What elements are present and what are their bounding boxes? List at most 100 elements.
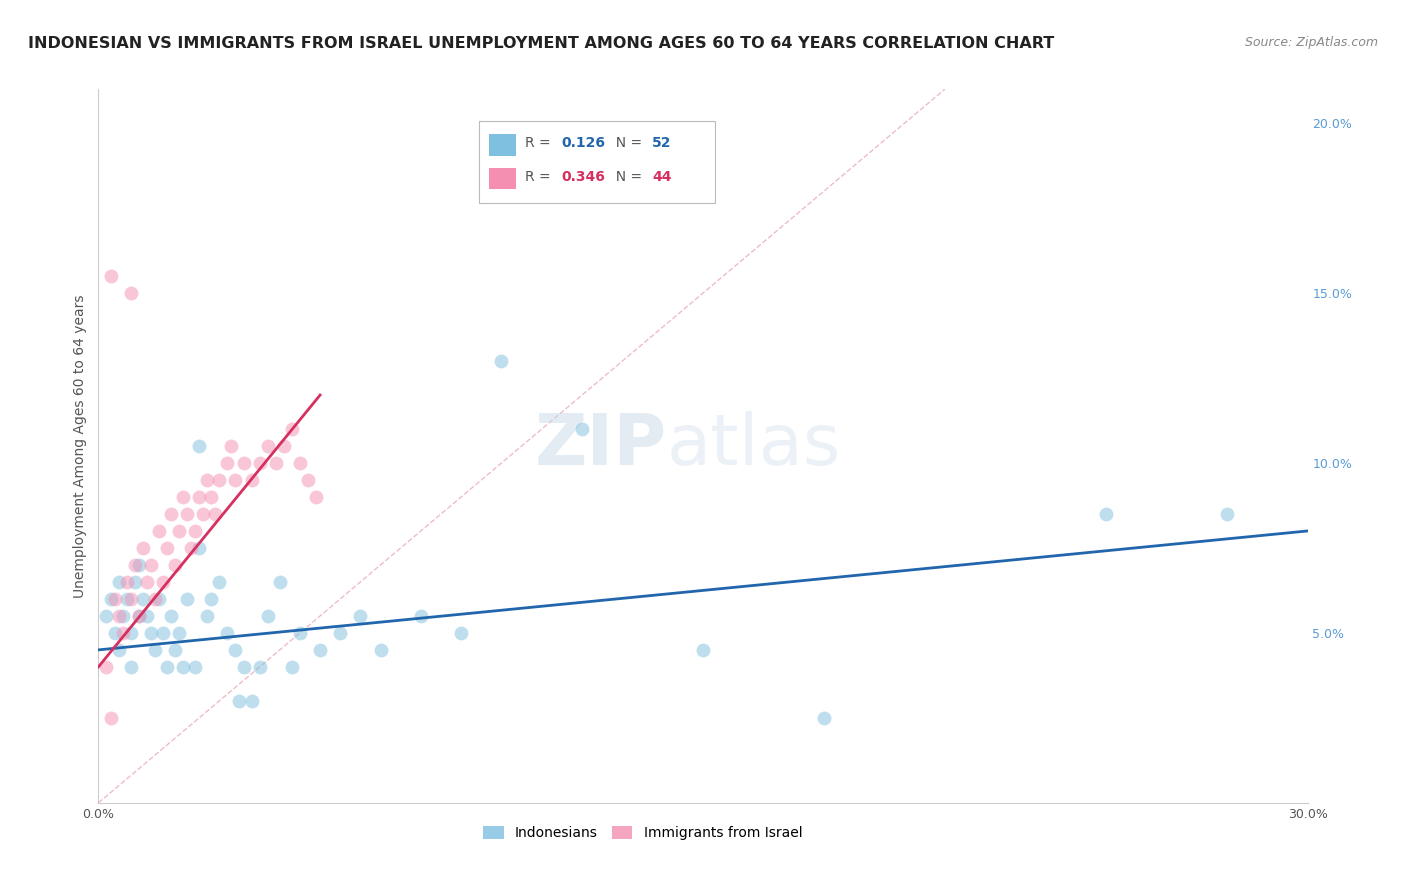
Point — [100, 711, 122, 725]
Point — [135, 574, 157, 589]
Point — [184, 660, 207, 674]
Point — [115, 591, 138, 606]
Point — [200, 591, 222, 606]
Point — [204, 507, 226, 521]
Point — [128, 608, 150, 623]
Point — [269, 574, 291, 589]
Point — [571, 422, 593, 436]
Point — [111, 608, 134, 623]
Point — [148, 524, 170, 538]
FancyBboxPatch shape — [489, 134, 516, 155]
Point — [120, 626, 142, 640]
Point — [1095, 507, 1118, 521]
Point — [217, 456, 239, 470]
Point — [256, 439, 278, 453]
Point — [249, 456, 271, 470]
Point — [195, 473, 218, 487]
Text: 52: 52 — [652, 136, 672, 150]
Point — [124, 574, 146, 589]
Point — [160, 608, 183, 623]
Point — [188, 541, 211, 555]
Point — [152, 574, 174, 589]
Point — [1216, 507, 1239, 521]
Point — [309, 643, 332, 657]
Point — [281, 660, 304, 674]
Point — [120, 660, 142, 674]
Point — [409, 608, 432, 623]
Point — [100, 269, 122, 284]
Point — [124, 558, 146, 572]
Y-axis label: Unemployment Among Ages 60 to 64 years: Unemployment Among Ages 60 to 64 years — [73, 294, 87, 598]
Point — [193, 507, 215, 521]
Point — [148, 591, 170, 606]
Point — [297, 473, 319, 487]
Point — [200, 490, 222, 504]
Point — [249, 660, 271, 674]
Point — [208, 473, 231, 487]
Point — [115, 574, 138, 589]
Point — [167, 524, 190, 538]
Point — [156, 660, 179, 674]
Text: ZIP: ZIP — [534, 411, 666, 481]
FancyBboxPatch shape — [489, 168, 516, 189]
Point — [167, 626, 190, 640]
Point — [692, 643, 714, 657]
Point — [96, 608, 118, 623]
Point — [224, 473, 246, 487]
Point — [305, 490, 328, 504]
Text: INDONESIAN VS IMMIGRANTS FROM ISRAEL UNEMPLOYMENT AMONG AGES 60 TO 64 YEARS CORR: INDONESIAN VS IMMIGRANTS FROM ISRAEL UNE… — [28, 36, 1054, 51]
Point — [163, 558, 186, 572]
Point — [128, 608, 150, 623]
Point — [163, 643, 186, 657]
Text: 0.126: 0.126 — [561, 136, 606, 150]
Point — [128, 558, 150, 572]
Point — [143, 643, 166, 657]
Text: 0.346: 0.346 — [561, 170, 606, 184]
Point — [264, 456, 287, 470]
Point — [184, 524, 207, 538]
Text: 44: 44 — [652, 170, 672, 184]
Point — [107, 643, 129, 657]
Point — [240, 694, 263, 708]
Point — [288, 456, 311, 470]
Point — [103, 626, 125, 640]
Point — [139, 558, 162, 572]
Text: N =: N = — [607, 170, 647, 184]
Point — [232, 660, 254, 674]
Point — [152, 626, 174, 640]
Point — [228, 694, 250, 708]
Point — [188, 439, 211, 453]
FancyBboxPatch shape — [479, 121, 716, 203]
Point — [256, 608, 278, 623]
Point — [111, 626, 134, 640]
Point — [176, 591, 198, 606]
Point — [139, 626, 162, 640]
Point — [208, 574, 231, 589]
Point — [135, 608, 157, 623]
Point — [176, 507, 198, 521]
Point — [156, 541, 179, 555]
Point — [232, 456, 254, 470]
Point — [180, 541, 202, 555]
Point — [450, 626, 472, 640]
Text: R =: R = — [526, 136, 555, 150]
Point — [491, 354, 513, 368]
Point — [370, 643, 392, 657]
Point — [349, 608, 371, 623]
Point — [120, 591, 142, 606]
Point — [107, 574, 129, 589]
Text: atlas: atlas — [666, 411, 841, 481]
Point — [273, 439, 295, 453]
Point — [240, 473, 263, 487]
Point — [813, 711, 835, 725]
Point — [132, 541, 155, 555]
Point — [195, 608, 218, 623]
Point — [132, 591, 155, 606]
Text: N =: N = — [607, 136, 647, 150]
Point — [217, 626, 239, 640]
Point — [188, 490, 211, 504]
Point — [96, 660, 118, 674]
Point — [172, 490, 194, 504]
Point — [100, 591, 122, 606]
Point — [281, 422, 304, 436]
